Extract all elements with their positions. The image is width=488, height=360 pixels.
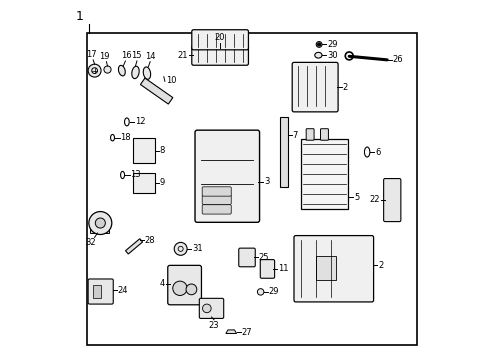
Ellipse shape bbox=[314, 52, 321, 58]
Text: 18: 18 bbox=[120, 133, 131, 142]
Text: 4: 4 bbox=[159, 279, 164, 288]
FancyBboxPatch shape bbox=[199, 298, 223, 319]
FancyBboxPatch shape bbox=[88, 279, 113, 304]
Text: 5: 5 bbox=[353, 193, 358, 202]
Circle shape bbox=[104, 66, 111, 73]
Circle shape bbox=[202, 304, 211, 313]
Text: 25: 25 bbox=[258, 253, 269, 262]
Ellipse shape bbox=[118, 66, 125, 76]
FancyBboxPatch shape bbox=[191, 30, 248, 50]
Bar bbox=[89, 218, 109, 233]
Bar bbox=[301, 139, 347, 209]
Text: 20: 20 bbox=[214, 33, 225, 42]
Polygon shape bbox=[225, 330, 236, 333]
Text: 14: 14 bbox=[145, 51, 156, 60]
Text: 2: 2 bbox=[342, 83, 347, 92]
FancyBboxPatch shape bbox=[293, 235, 373, 302]
Text: 9: 9 bbox=[160, 178, 165, 187]
Bar bbox=[280, 117, 287, 187]
Text: 28: 28 bbox=[144, 236, 155, 245]
FancyBboxPatch shape bbox=[292, 62, 337, 112]
Text: 1: 1 bbox=[76, 10, 83, 23]
Text: 13: 13 bbox=[130, 171, 141, 180]
Text: 24: 24 bbox=[117, 286, 128, 295]
FancyBboxPatch shape bbox=[202, 187, 231, 196]
Ellipse shape bbox=[132, 66, 139, 78]
FancyBboxPatch shape bbox=[195, 130, 259, 222]
FancyBboxPatch shape bbox=[191, 45, 248, 65]
Bar bbox=[93, 285, 101, 298]
Text: 7: 7 bbox=[292, 131, 297, 140]
FancyBboxPatch shape bbox=[202, 205, 231, 214]
Bar bbox=[132, 138, 155, 163]
Circle shape bbox=[174, 242, 187, 255]
Text: 23: 23 bbox=[208, 320, 219, 329]
Circle shape bbox=[89, 212, 112, 234]
FancyBboxPatch shape bbox=[167, 265, 201, 305]
Text: 6: 6 bbox=[374, 148, 380, 157]
Text: 29: 29 bbox=[268, 287, 279, 296]
Text: 30: 30 bbox=[326, 51, 337, 60]
Circle shape bbox=[95, 218, 105, 228]
Circle shape bbox=[172, 281, 187, 296]
Bar bbox=[132, 173, 155, 193]
Ellipse shape bbox=[143, 67, 150, 79]
Polygon shape bbox=[125, 239, 142, 254]
Text: 17: 17 bbox=[85, 50, 96, 59]
FancyBboxPatch shape bbox=[238, 248, 255, 267]
Text: 3: 3 bbox=[264, 177, 269, 186]
Bar bbox=[86, 33, 416, 345]
Circle shape bbox=[317, 43, 320, 46]
Text: 29: 29 bbox=[326, 40, 337, 49]
Text: 16: 16 bbox=[122, 51, 132, 60]
FancyBboxPatch shape bbox=[383, 179, 400, 222]
Text: 10: 10 bbox=[165, 76, 176, 85]
FancyBboxPatch shape bbox=[260, 260, 274, 278]
Text: 8: 8 bbox=[160, 146, 165, 155]
Text: 12: 12 bbox=[135, 117, 145, 126]
Ellipse shape bbox=[257, 289, 264, 295]
Text: 27: 27 bbox=[241, 328, 252, 337]
FancyBboxPatch shape bbox=[202, 195, 231, 204]
Text: 31: 31 bbox=[192, 244, 203, 253]
Text: 21: 21 bbox=[177, 51, 187, 60]
FancyBboxPatch shape bbox=[305, 129, 313, 140]
Text: 32: 32 bbox=[85, 238, 96, 247]
Text: 11: 11 bbox=[278, 265, 288, 274]
Text: 22: 22 bbox=[369, 195, 379, 204]
Text: 19: 19 bbox=[99, 51, 110, 60]
Text: 15: 15 bbox=[131, 51, 141, 60]
Circle shape bbox=[185, 284, 196, 295]
Text: 26: 26 bbox=[391, 55, 402, 64]
FancyBboxPatch shape bbox=[320, 129, 328, 140]
Polygon shape bbox=[140, 78, 172, 104]
Text: 2: 2 bbox=[377, 261, 383, 270]
Circle shape bbox=[88, 64, 101, 77]
Bar bbox=[316, 256, 335, 280]
